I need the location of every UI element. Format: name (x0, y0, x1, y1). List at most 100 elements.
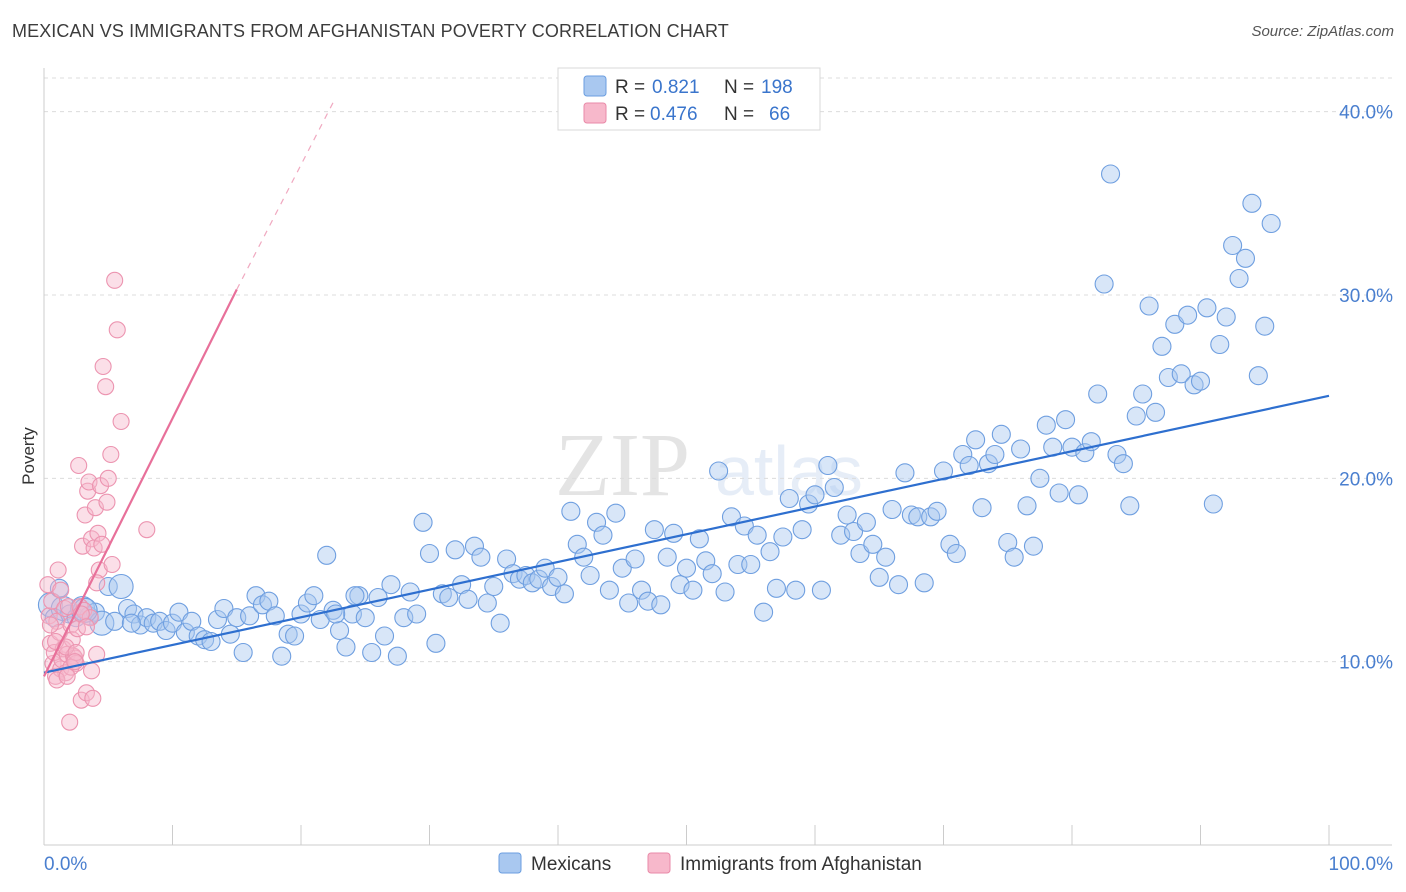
data-point-afghanistan (112, 412, 130, 431)
data-point-mexicans (741, 554, 761, 575)
data-point-mexicans (1165, 314, 1185, 334)
bottom-legend: Mexicans Immigrants from Afghanistan (498, 852, 922, 875)
data-point-mexicans (1145, 402, 1166, 422)
data-point-mexicans (1242, 193, 1262, 213)
trend-line-mexicans (43, 394, 1330, 674)
data-point-mexicans (490, 613, 510, 633)
data-point-mexicans (1171, 364, 1191, 384)
data-point-mexicans (1004, 547, 1024, 567)
data-point-mexicans (304, 586, 324, 606)
data-point-afghanistan (81, 609, 99, 627)
data-point-afghanistan (103, 555, 121, 574)
data-point-mexicans (1094, 274, 1114, 294)
data-point-mexicans (374, 626, 395, 646)
data-point-mexicans (972, 498, 992, 518)
data-point-mexicans (1030, 468, 1050, 488)
data-point-mexicans (612, 558, 632, 578)
data-point-mexicans (432, 584, 452, 604)
data-point-mexicans (946, 543, 966, 564)
data-point-mexicans (599, 580, 619, 600)
data-point-mexicans (1197, 298, 1217, 318)
legend-n-label-1: N = (724, 77, 754, 98)
data-point-mexicans (991, 424, 1011, 444)
bottom-legend-swatch-afghanistan (647, 852, 671, 874)
data-point-mexicans (1133, 384, 1153, 404)
data-point-mexicans (345, 586, 365, 606)
data-point-mexicans (108, 573, 134, 600)
data-point-mexicans (1139, 296, 1159, 316)
y-tick-label-40: 40.0% (1339, 103, 1393, 124)
data-point-mexicans (683, 580, 703, 600)
data-point-afghanistan (106, 271, 124, 289)
y-tick-labels: 10.0% 20.0% 30.0% 40.0% (1339, 103, 1393, 674)
data-point-mexicans (715, 582, 735, 602)
data-point-mexicans (792, 520, 812, 540)
data-point-mexicans (1088, 384, 1108, 404)
data-point-mexicans (831, 525, 851, 545)
data-point-mexicans (1158, 367, 1178, 388)
data-point-mexicans (445, 540, 465, 560)
data-point-afghanistan (79, 482, 97, 500)
data-point-afghanistan (70, 456, 88, 475)
legend-r-label-2: R = (615, 104, 645, 125)
y-tick-label-20: 20.0% (1339, 469, 1393, 490)
data-point-afghanistan (108, 321, 126, 339)
data-point-mexicans (657, 547, 677, 567)
data-point-mexicans (554, 584, 574, 604)
data-point-mexicans (1126, 406, 1146, 426)
data-point-mexicans (876, 547, 896, 567)
y-axis-title: Poverty (19, 427, 38, 485)
data-point-mexicans (1255, 316, 1275, 336)
data-point-mexicans (1017, 496, 1037, 516)
data-point-mexicans (419, 543, 440, 564)
data-point-mexicans (843, 521, 864, 542)
data-point-mexicans (329, 620, 350, 641)
data-point-mexicans (985, 444, 1005, 465)
data-point-mexicans (664, 523, 684, 543)
data-point-mexicans (1229, 268, 1249, 289)
data-point-afghanistan (39, 576, 57, 594)
data-point-mexicans (233, 642, 253, 663)
data-point-mexicans (773, 527, 793, 547)
data-point-mexicans (89, 610, 115, 636)
data-point-mexicans (156, 620, 176, 641)
data-point-afghanistan (41, 616, 59, 634)
data-point-mexicans (426, 633, 446, 653)
data-point-mexicans (927, 501, 947, 521)
data-point-mexicans (638, 591, 658, 611)
data-point-mexicans (837, 505, 857, 525)
data-point-mexicans (1056, 410, 1076, 430)
data-point-mexicans (121, 613, 141, 633)
legend-n-value-2: 66 (769, 104, 790, 125)
data-point-afghanistan (138, 521, 156, 539)
data-point-mexicans (169, 602, 189, 622)
data-point-mexicans (644, 520, 664, 540)
data-point-afghanistan (43, 592, 61, 610)
data-point-mexicans (959, 455, 979, 476)
data-point-mexicans (1203, 494, 1223, 514)
bottom-legend-label-afghanistan: Immigrants from Afghanistan (680, 854, 922, 875)
data-point-afghanistan (49, 561, 67, 579)
data-point-mexicans (1023, 536, 1043, 556)
chart-title: MEXICAN VS IMMIGRANTS FROM AFGHANISTAN P… (12, 21, 729, 41)
data-point-mexicans (548, 567, 568, 587)
data-point-afghanistan (82, 662, 101, 680)
data-point-afghanistan (98, 493, 116, 511)
data-point-mexicans (882, 499, 902, 520)
data-point-mexicans (387, 646, 407, 666)
y-tick-label-10: 10.0% (1339, 653, 1393, 674)
data-point-mexicans (1248, 366, 1268, 386)
data-point-mexicans (689, 529, 709, 549)
data-point-mexicans (1120, 496, 1140, 516)
data-point-mexicans (1113, 454, 1133, 474)
data-point-mexicans (1049, 483, 1069, 503)
trend-lines (43, 102, 1330, 677)
data-point-mexicans (676, 558, 697, 578)
data-point-mexicans (265, 606, 285, 626)
legend-r-value-2: 0.476 (650, 104, 698, 125)
data-point-mexicans (856, 512, 876, 532)
data-point-mexicans (766, 578, 787, 598)
data-point-afghanistan (84, 689, 102, 707)
data-point-mexicans (863, 534, 883, 554)
